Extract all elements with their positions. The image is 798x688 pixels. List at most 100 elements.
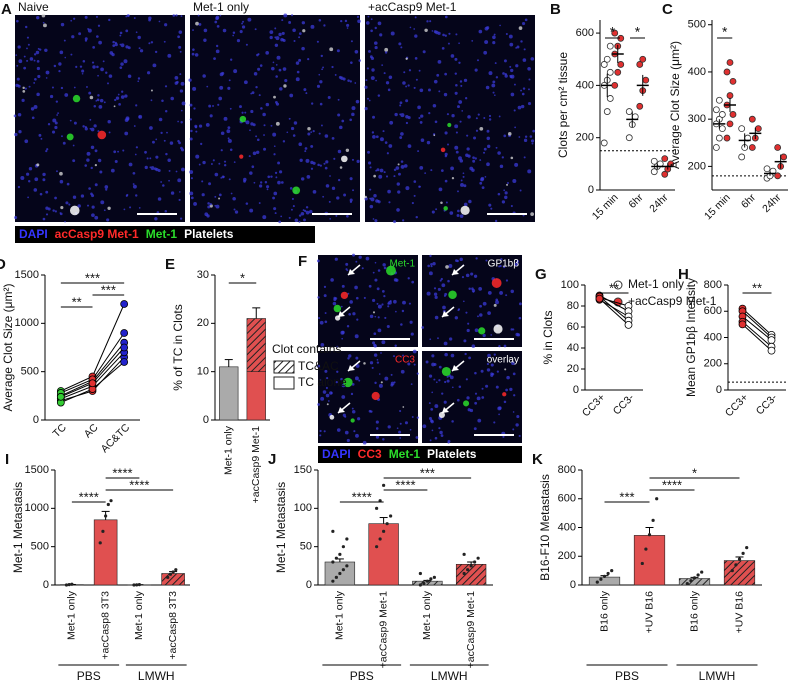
- texture-dot: [374, 261, 377, 264]
- texture-dot: [530, 212, 534, 216]
- texture-dot: [387, 88, 391, 92]
- texture-dot: [415, 215, 418, 219]
- texture-dot: [40, 137, 43, 140]
- texture-dot: [433, 378, 436, 381]
- texture-dot: [324, 134, 329, 138]
- texture-dot: [198, 163, 201, 166]
- texture-dot: [70, 19, 73, 22]
- texture-dot: [73, 86, 76, 89]
- texture-dot: [89, 118, 92, 121]
- legend-label: Met-1: [389, 447, 421, 461]
- texture-dot: [325, 386, 328, 390]
- texture-dot: [395, 166, 400, 170]
- texture-dot: [112, 40, 115, 44]
- texture-dot: [298, 214, 302, 217]
- micrograph: [318, 351, 418, 443]
- texture-dot: [438, 427, 441, 430]
- data-point: [600, 61, 608, 68]
- texture-dot: [219, 14, 222, 17]
- texture-dot: [323, 285, 327, 289]
- texture-dot: [33, 105, 38, 109]
- texture-dot: [514, 262, 519, 267]
- texture-blob: [440, 147, 446, 153]
- texture-dot: [236, 39, 241, 43]
- texture-dot: [383, 266, 387, 270]
- texture-dot: [233, 69, 238, 74]
- texture-dot: [493, 421, 496, 424]
- texture-dot: [249, 208, 254, 213]
- texture-blob: [239, 115, 247, 123]
- texture-dot: [233, 208, 236, 211]
- texture-dot: [303, 88, 307, 92]
- texture-dot: [482, 333, 486, 338]
- texture-dot: [420, 138, 425, 142]
- data-point: [385, 522, 389, 526]
- data-point: [610, 569, 614, 573]
- texture-dot: [509, 75, 513, 79]
- texture-dot: [351, 106, 356, 111]
- data-point: [650, 168, 658, 176]
- texture-dot: [137, 77, 141, 80]
- texture-blob: [350, 418, 355, 423]
- texture-dot: [144, 165, 148, 170]
- pair-line: [742, 308, 772, 336]
- texture-dot: [41, 13, 46, 18]
- texture-dot: [457, 309, 460, 312]
- texture-dot: [355, 356, 359, 360]
- texture-dot: [192, 48, 195, 51]
- texture-dot: [91, 61, 95, 64]
- texture-dot: [492, 35, 496, 40]
- texture-dot: [241, 111, 244, 114]
- data-point: [745, 546, 749, 550]
- texture-dot: [138, 47, 141, 50]
- texture-dot: [365, 79, 368, 82]
- texture-dot: [292, 134, 296, 137]
- data-point: [331, 579, 335, 583]
- texture-dot: [316, 259, 320, 263]
- y-tick-label: 300: [688, 113, 706, 125]
- texture-dot: [437, 337, 439, 340]
- bar: [633, 535, 666, 586]
- texture-dot: [275, 176, 278, 179]
- data-point: [642, 76, 650, 84]
- texture-dot: [505, 279, 509, 282]
- texture-dot: [105, 71, 108, 74]
- texture-dot: [484, 40, 489, 45]
- texture-dot: [451, 114, 455, 118]
- texture-dot: [530, 139, 535, 143]
- texture-dot: [307, 58, 310, 61]
- texture-dot: [409, 428, 412, 431]
- sig-label: ***: [85, 270, 100, 285]
- texture-dot: [505, 388, 508, 392]
- x-tick-label: 6hr: [626, 191, 646, 211]
- texture-dot: [59, 179, 64, 184]
- texture-dot: [75, 65, 78, 68]
- texture-dot: [121, 90, 124, 93]
- texture-dot: [521, 92, 525, 96]
- y-tick-label: 20: [567, 363, 579, 375]
- texture-dot: [107, 119, 111, 124]
- texture-dot: [383, 171, 386, 174]
- texture-dot: [341, 119, 345, 123]
- texture-dot: [497, 151, 501, 155]
- texture-dot: [17, 112, 22, 117]
- texture-dot: [18, 59, 23, 64]
- texture-dot: [104, 185, 109, 189]
- texture-blob: [386, 265, 396, 276]
- pair-line: [742, 310, 772, 338]
- texture-dot: [191, 52, 195, 56]
- texture-dot: [514, 126, 517, 129]
- texture-dot: [280, 215, 283, 218]
- texture-dot: [209, 114, 213, 118]
- texture-dot: [174, 81, 178, 85]
- texture-dot: [193, 202, 197, 206]
- texture-dot: [266, 185, 270, 189]
- texture-dot: [501, 156, 504, 159]
- texture-dot: [409, 26, 412, 29]
- texture-dot: [86, 151, 91, 156]
- texture-dot: [358, 59, 362, 62]
- texture-dot: [514, 162, 519, 167]
- texture-dot: [411, 280, 415, 284]
- texture-dot: [164, 209, 168, 213]
- texture-dot: [506, 183, 509, 186]
